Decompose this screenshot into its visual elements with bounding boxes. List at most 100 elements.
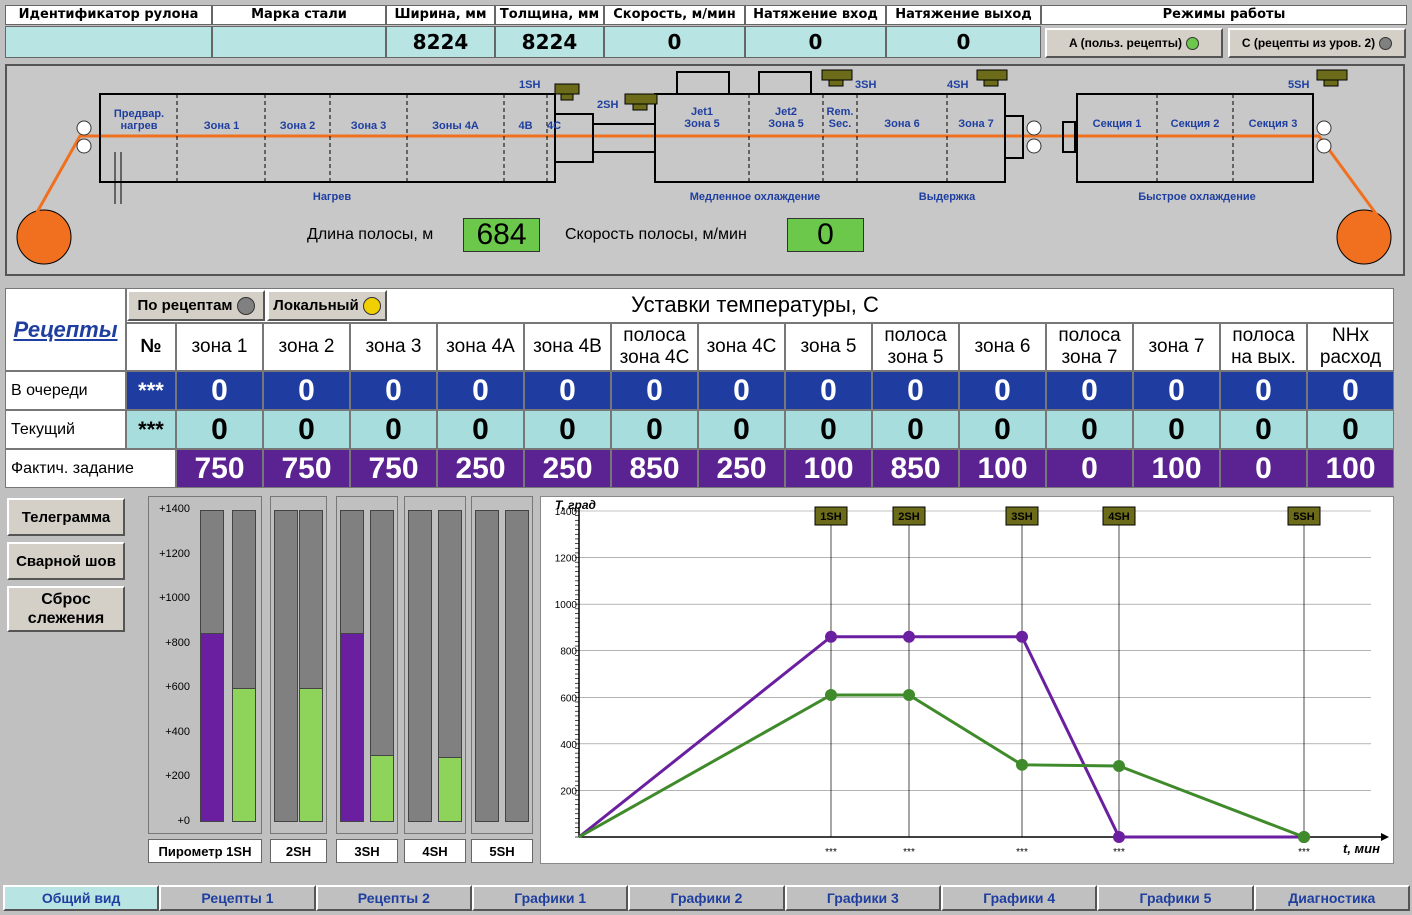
chart-point — [825, 630, 837, 643]
chart-point — [1016, 758, 1028, 771]
pyrometer-bar-track — [505, 510, 529, 822]
cell-value: 0 — [176, 410, 263, 449]
by-recipe-button[interactable]: По рецептам — [127, 290, 265, 321]
cell-value: 0 — [1220, 410, 1307, 449]
pyrometer-bar-fill — [299, 688, 323, 822]
col-header-8: зона 5 — [785, 323, 872, 371]
col-header-10: зона 6 — [959, 323, 1046, 371]
section-fast-cooling-label: Быстрое охлаждение — [1138, 191, 1256, 203]
cell-value: 0 — [872, 410, 959, 449]
zone-1-label: Зона 1 — [203, 120, 240, 132]
chart-ytick-label: 600 — [560, 693, 577, 704]
col-header-5: зона 4B — [524, 323, 611, 371]
col-header-14: NHx расход — [1307, 323, 1394, 371]
temperature-profile-chart: 1400 1200 1000 800 600 400 200 1SH *** 2SH *** 3SH *… — [540, 496, 1394, 864]
tab-6[interactable]: Графики 3 — [784, 885, 941, 911]
zone-2-label: Зона 2 — [279, 120, 316, 132]
col-header-13: полоса на вых. — [1220, 323, 1307, 371]
mode-a-button[interactable]: A (польз. рецепты) — [1045, 28, 1223, 58]
chart-marker-value: *** — [825, 847, 837, 858]
chart-marker-box — [814, 506, 848, 526]
weld-seam-button[interactable]: Сварной шов — [7, 542, 125, 580]
telegram-button[interactable]: Телеграмма — [7, 498, 125, 536]
col-header-6: полоса зона 4C — [611, 323, 698, 371]
reset-tracking-button[interactable]: Сброс слежения — [7, 586, 125, 632]
tab-1[interactable]: Общий вид — [3, 885, 160, 911]
mode-c-button[interactable]: C (рецепты из уров. 2) — [1228, 28, 1406, 58]
pyrometer-tick: +800 — [165, 636, 190, 649]
pyrometer-bar-fill — [438, 757, 462, 822]
cell-value: 0 — [524, 371, 611, 410]
col-tension-in: Натяжение вход — [745, 5, 886, 25]
value-steel-grade — [212, 26, 386, 58]
cell-value: 0 — [611, 410, 698, 449]
recipes-link[interactable]: Рецепты — [13, 316, 118, 342]
pyrometer-tick: +1000 — [159, 592, 190, 605]
chart-point — [903, 688, 915, 701]
value-coil-id — [5, 26, 212, 58]
chart-series-line — [578, 635, 1304, 839]
cell-value: 850 — [872, 449, 959, 488]
chart-point — [1113, 831, 1125, 843]
tab-7[interactable]: Графики 4 — [941, 885, 1098, 911]
cell-value: 0 — [1133, 410, 1220, 449]
tab-8[interactable]: Графики 5 — [1097, 885, 1254, 911]
cell-value: 750 — [350, 449, 437, 488]
cell-value: 250 — [437, 449, 524, 488]
chart-ytick-label: 200 — [560, 786, 577, 797]
cell-value: 850 — [611, 449, 698, 488]
chart-x-arrow — [1381, 833, 1389, 841]
tab-2[interactable]: Рецепты 1 — [159, 885, 316, 911]
local-button[interactable]: Локальный — [267, 290, 387, 321]
cell-value: 0 — [524, 410, 611, 449]
cell-value: 0 — [437, 410, 524, 449]
cell-value: 100 — [1133, 449, 1220, 488]
furnace-diagram: Предвар. нагрев Зона 1 Зона 2 Зона 3 Зон… — [5, 64, 1405, 276]
pyrometer-bar-track — [408, 510, 432, 822]
sh3-label: 3SH — [855, 79, 877, 91]
zone-preheat-label: Предвар. нагрев — [113, 108, 165, 132]
cell-value: 250 — [524, 449, 611, 488]
pyrometer-tick: +600 — [165, 681, 190, 694]
col-header-7: зона 4C — [698, 323, 785, 371]
strip-speed-display: 0 — [787, 218, 864, 252]
pyrometer-tick: +400 — [165, 725, 190, 738]
local-led-icon — [362, 296, 381, 315]
chart-svg: 1400 1200 1000 800 600 400 200 1SH *** 2SH *** 3SH *… — [555, 506, 1389, 858]
cell-value: 0 — [263, 410, 350, 449]
col-steel-grade: Марка стали — [212, 5, 386, 25]
cell-value: 0 — [1307, 371, 1394, 410]
pyrometer-tick: +1400 — [159, 503, 190, 515]
section-1-label: Секция 1 — [1092, 118, 1142, 130]
chart-point — [1016, 630, 1028, 643]
cell-value: 0 — [350, 371, 437, 410]
chart-series-line — [578, 693, 1305, 839]
cell-value: 0 — [1046, 449, 1133, 488]
cell-value: 0 — [1046, 371, 1133, 410]
value-tension-out: 0 — [886, 26, 1041, 58]
row-label: Фактич. задание — [5, 449, 176, 488]
tab-4[interactable]: Графики 1 — [472, 885, 629, 911]
chart-point — [903, 630, 915, 643]
chart-point — [1113, 759, 1125, 772]
tab-9[interactable]: Диагностика — [1253, 885, 1410, 911]
col-thickness: Толщина, мм — [495, 5, 604, 25]
section-heating-label: Нагрев — [312, 191, 352, 203]
cell-value: 0 — [785, 371, 872, 410]
mode-a-label: A (польз. рецепты) — [1069, 36, 1182, 50]
cell-value: 0 — [698, 410, 785, 449]
cell-value: 0 — [872, 371, 959, 410]
sh4-icon — [976, 69, 1008, 81]
by-recipe-led-icon — [236, 296, 255, 315]
value-speed: 0 — [604, 26, 745, 58]
value-width: 8224 — [386, 26, 495, 58]
cell-value: 750 — [176, 449, 263, 488]
sh1-icon — [554, 83, 580, 95]
col-no-header: № — [126, 323, 176, 371]
col-modes: Режимы работы — [1041, 5, 1407, 25]
tab-5[interactable]: Графики 2 — [628, 885, 785, 911]
sh2-icon — [624, 93, 658, 105]
section-soak-label: Выдержка — [918, 191, 976, 203]
tab-3[interactable]: Рецепты 2 — [315, 885, 472, 911]
value-thickness: 8224 — [495, 26, 604, 58]
